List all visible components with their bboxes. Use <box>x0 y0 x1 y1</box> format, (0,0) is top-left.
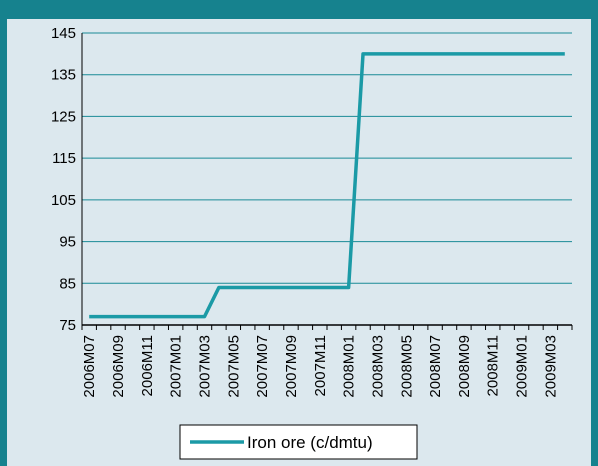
x-tick-label: 2008M09 <box>456 335 473 398</box>
y-tick-label: 105 <box>51 192 76 209</box>
x-tick-label: 2008M01 <box>341 335 358 398</box>
y-tick-label: 85 <box>59 275 76 292</box>
x-tick-label: 2008M05 <box>398 335 415 398</box>
x-tick-label: 2009M03 <box>542 335 559 398</box>
y-tick-label: 115 <box>52 150 76 167</box>
x-tick-label: 2007M01 <box>168 335 185 398</box>
x-tick-label: 2007M05 <box>225 335 242 398</box>
x-tick-label: 2007M09 <box>283 335 300 398</box>
data-line <box>89 52 565 319</box>
y-tick-label: 75 <box>59 317 76 334</box>
x-tick-label: 2008M11 <box>485 335 502 396</box>
x-tick-label: 2006M07 <box>81 335 98 398</box>
x-tick-label: 2008M03 <box>369 335 386 398</box>
x-tick-label: 2007M03 <box>197 335 214 398</box>
y-tick-label: 125 <box>51 108 76 125</box>
x-tick-label: 2009M01 <box>514 335 531 398</box>
y-tick-label: 95 <box>59 234 76 251</box>
x-tick-label: 2006M09 <box>110 335 127 398</box>
x-tick-label: 2006M11 <box>139 335 156 396</box>
x-tick-label: 2007M11 <box>312 335 329 396</box>
y-tick-label: 135 <box>51 67 76 84</box>
legend-label: Iron ore (c/dmtu) <box>247 433 373 452</box>
x-tick-label: 2007M07 <box>254 335 271 398</box>
x-tick-label: 2008M07 <box>427 335 444 398</box>
y-tick-label: 145 <box>51 25 76 42</box>
chart-background <box>7 19 591 466</box>
